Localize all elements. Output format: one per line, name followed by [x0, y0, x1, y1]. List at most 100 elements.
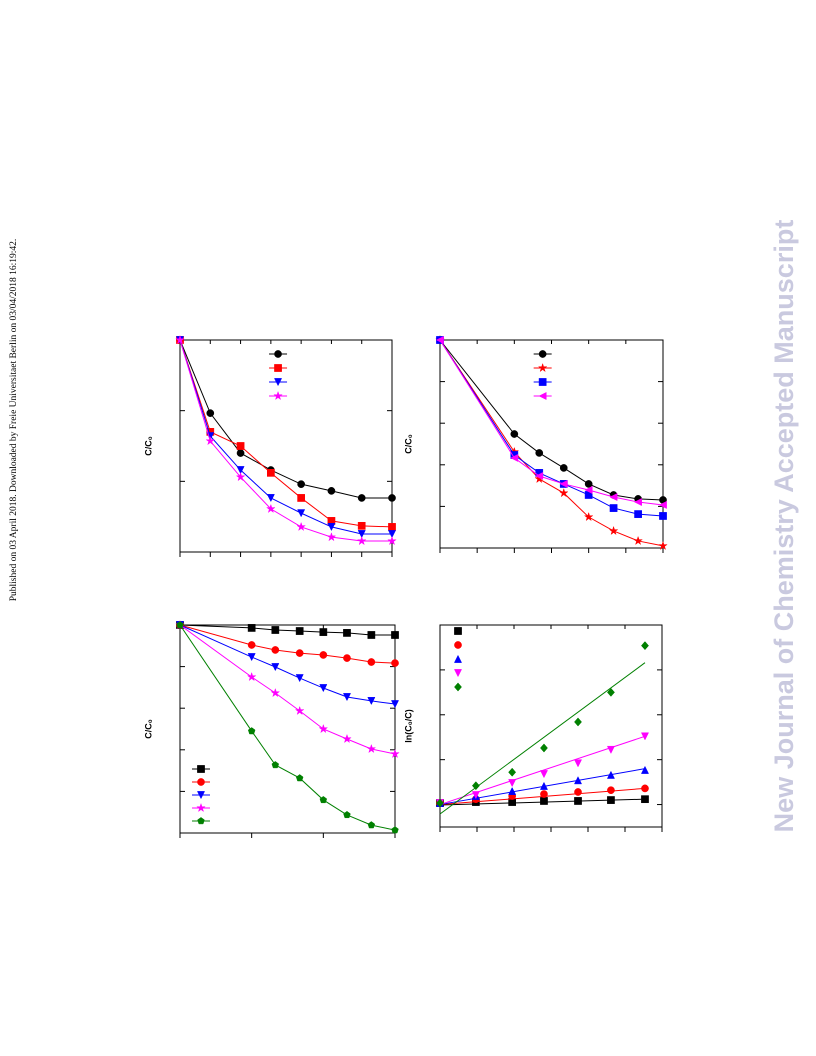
data-point [247, 653, 256, 662]
data-point [175, 334, 185, 345]
data-point [357, 522, 366, 530]
data-point [574, 759, 583, 768]
data-point [607, 786, 615, 795]
data-point [584, 485, 593, 494]
data-point [508, 786, 517, 795]
series-line [179, 624, 396, 831]
legend-marker [197, 778, 205, 786]
series-line [439, 339, 664, 517]
data-point [342, 693, 351, 702]
data-point [390, 748, 400, 759]
data-point [246, 671, 257, 682]
data-point [471, 791, 480, 800]
data-point [387, 530, 397, 539]
data-point [270, 687, 281, 698]
legend-marker [538, 391, 547, 401]
series-line [179, 339, 392, 542]
data-point [583, 511, 594, 522]
data-point [357, 530, 366, 539]
data-point [574, 788, 582, 796]
data-point [326, 532, 337, 542]
legend-marker [274, 364, 282, 372]
data-point [206, 409, 215, 417]
data-point [343, 629, 351, 637]
data-point [247, 641, 256, 649]
data-point [247, 624, 256, 632]
data-point [367, 821, 376, 829]
data-point [510, 453, 519, 462]
data-point [294, 705, 305, 716]
data-point [236, 449, 245, 457]
data-point [297, 509, 306, 518]
data-point [606, 745, 615, 754]
data-point [366, 743, 377, 754]
legend-marker [274, 350, 282, 358]
data-point [559, 464, 568, 472]
data-point [236, 442, 245, 450]
series-line [439, 339, 664, 547]
data-point [327, 523, 336, 532]
data-point [607, 796, 615, 804]
data-point [367, 631, 376, 639]
data-point [247, 727, 256, 735]
series-line [179, 624, 396, 705]
data-point [539, 770, 548, 779]
data-point [508, 767, 517, 777]
data-point [633, 498, 642, 507]
data-point [574, 776, 583, 785]
data-point [471, 781, 480, 791]
series-line [439, 339, 664, 501]
legend-marker [537, 362, 548, 373]
data-point [318, 723, 329, 734]
data-point [609, 504, 618, 512]
data-point [356, 535, 367, 546]
data-point [391, 659, 399, 667]
download-stamp: Published on 03 April 2018. Downloaded b… [9, 239, 19, 602]
data-point [641, 784, 649, 793]
plot-frame [179, 339, 393, 553]
data-point [343, 654, 351, 662]
data-point [295, 649, 304, 657]
data-point [608, 525, 619, 536]
series-line [179, 624, 395, 636]
data-point [265, 503, 276, 514]
data-point [367, 658, 376, 666]
data-point [641, 641, 649, 651]
data-point [510, 430, 519, 438]
data-point [271, 626, 280, 634]
data-point [319, 651, 328, 659]
data-point [607, 687, 615, 697]
data-point [659, 512, 667, 520]
legend-marker [274, 378, 283, 387]
data-point [297, 494, 305, 502]
data-point [388, 494, 396, 502]
data-point [658, 540, 668, 551]
series-line [439, 339, 664, 506]
data-point [391, 631, 399, 639]
data-point [295, 774, 304, 782]
legend-marker [196, 791, 206, 800]
legend-marker [453, 654, 463, 663]
data-point [658, 500, 667, 509]
legend-marker [273, 390, 283, 401]
data-point [640, 732, 649, 741]
plot-frame [179, 624, 396, 834]
data-point [235, 471, 246, 482]
data-point [633, 535, 643, 546]
data-point [176, 621, 184, 629]
data-point [319, 796, 328, 804]
data-point [205, 435, 216, 446]
legend-marker [197, 765, 205, 773]
series-line [179, 339, 392, 499]
data-point [266, 494, 275, 503]
data-point [342, 733, 352, 744]
data-point [357, 494, 366, 502]
legend-marker [453, 669, 463, 678]
data-point [539, 781, 548, 790]
data-point [436, 798, 444, 808]
journal-watermark: New Journal of Chemistry Accepted Manusc… [769, 220, 799, 833]
fit-line [439, 662, 646, 815]
series-line [179, 624, 396, 664]
legend-marker [454, 641, 462, 649]
